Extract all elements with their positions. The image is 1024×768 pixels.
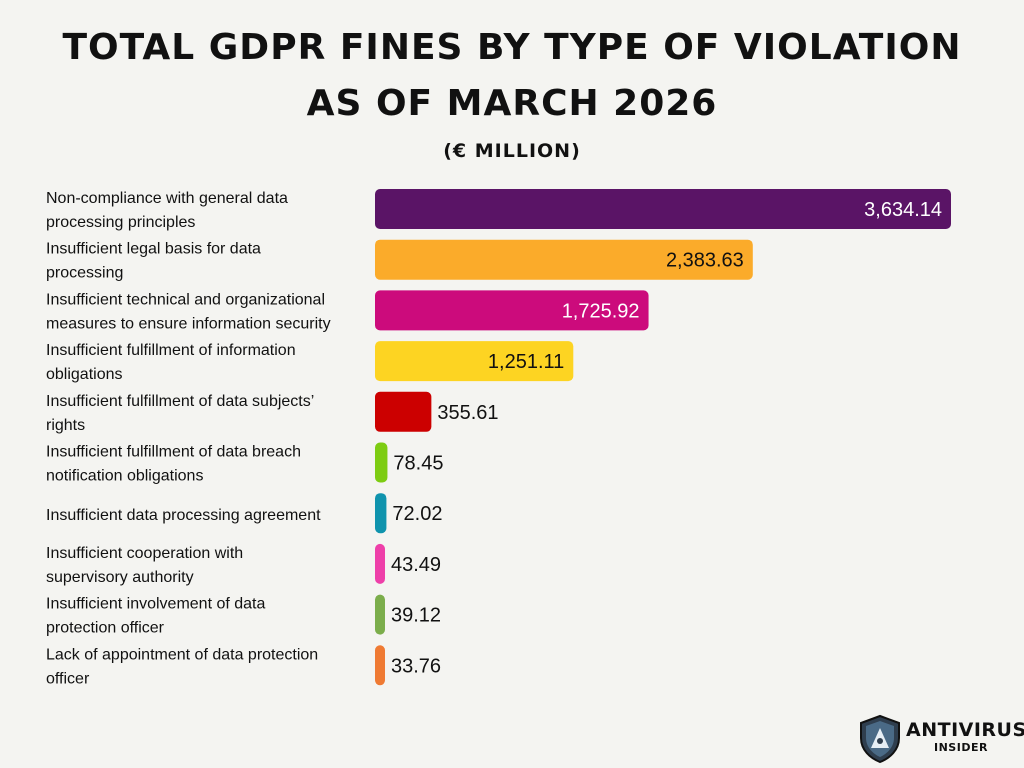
bar-4	[375, 341, 574, 382]
bar-8	[375, 543, 385, 584]
category-label-6: Insufficient fulfillment of data breach n…	[46, 444, 301, 485]
category-label-3: Insufficient technical and organizationa…	[46, 291, 331, 332]
chart-title-line-1: Total GDPR Fines by Type of Violation	[62, 27, 962, 68]
chart-title-line-2: as of March 2026	[306, 83, 718, 124]
category-label-7: Insufficient data processing agreement	[46, 507, 321, 524]
bar-6	[375, 442, 388, 483]
value-label-3: 1,725.92	[562, 300, 640, 322]
bar-5	[375, 391, 432, 432]
category-label-8: Insufficient cooperation with supervisory…	[46, 545, 243, 586]
antivirus-insider-logo: ANTIVIRUS INSIDER	[858, 714, 1024, 764]
value-label-8: 43.49	[391, 554, 441, 576]
bar-chart: 3,634.14 Non-compliance with general data…	[46, 189, 951, 687]
bar-1	[375, 189, 951, 229]
bar-3	[375, 290, 649, 331]
value-label-9: 39.12	[391, 605, 441, 627]
value-label-10: 33.76	[391, 655, 441, 677]
category-label-4: Insufficient fulfillment of information o…	[46, 342, 296, 383]
category-label-2: Insufficient legal basis for data process…	[46, 241, 261, 282]
logo-subname: INSIDER	[934, 741, 988, 754]
category-label-1: Non-compliance with general data processi…	[46, 190, 288, 231]
bar-7	[375, 493, 387, 534]
category-label-10: Lack of appointment of data protection of…	[46, 646, 318, 687]
value-label-6: 78.45	[393, 453, 443, 475]
category-label-9: Insufficient involvement of data protecti…	[46, 596, 265, 637]
category-label-5: Insufficient fulfillment of data subject…	[46, 393, 314, 434]
bar-2	[375, 239, 753, 280]
logo-name: ANTIVIRUS	[906, 719, 1024, 741]
value-label-7: 72.02	[392, 503, 442, 525]
bar-9	[375, 594, 385, 635]
bar-10	[375, 645, 385, 686]
value-label-4: 1,251.11	[488, 351, 564, 373]
value-label-5: 355.61	[437, 402, 498, 424]
shield-icon	[860, 714, 900, 764]
value-label-1: 3,634.14	[864, 199, 942, 221]
value-label-2: 2,383.63	[666, 250, 744, 272]
chart-subtitle: (€ Million)	[443, 140, 581, 162]
